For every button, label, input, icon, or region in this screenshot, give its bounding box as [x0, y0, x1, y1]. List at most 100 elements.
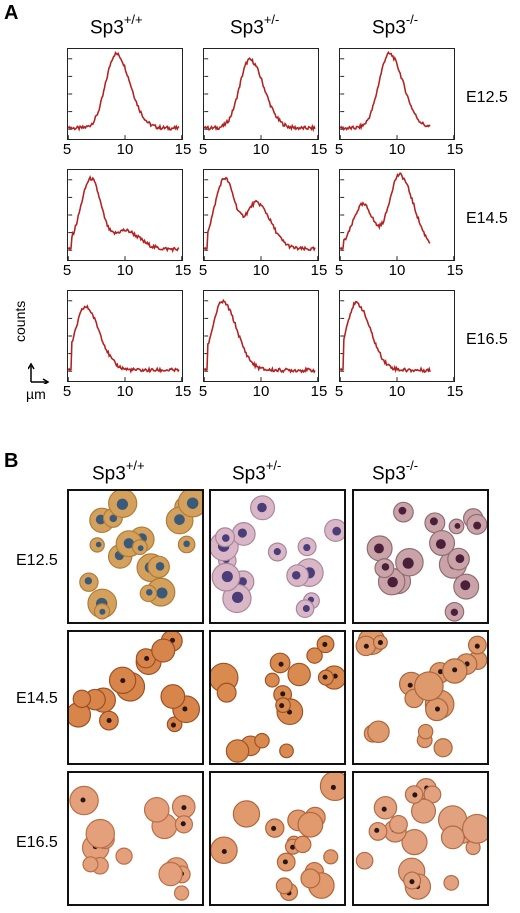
x-tick-label: 5 — [198, 141, 208, 158]
cell — [225, 739, 250, 763]
cell-nucleus — [409, 879, 415, 885]
cell — [443, 874, 460, 891]
cell — [160, 684, 186, 709]
x-tick-label: 10 — [116, 262, 134, 279]
genotype-header-a-het: Sp3+/- — [230, 12, 280, 39]
cell — [410, 798, 437, 824]
cell-nucleus — [280, 691, 286, 697]
histogram-trace — [203, 298, 316, 374]
x-tick-label: 10 — [252, 262, 270, 279]
micrograph-r1-c2 — [352, 630, 489, 765]
x-tick-label: 5 — [198, 383, 208, 400]
x-tick-label: 15 — [174, 141, 192, 158]
cell-nucleus — [271, 825, 277, 831]
micrograph-r1-c0 — [67, 630, 204, 765]
x-tick-label: 5 — [334, 262, 344, 279]
cell-nucleus — [237, 528, 247, 538]
cell-nucleus — [221, 848, 227, 855]
counts-axis-legend: counts — [12, 300, 28, 342]
x-tick-label: 10 — [252, 383, 270, 400]
cell — [389, 815, 408, 834]
cell-nucleus — [186, 497, 199, 509]
histogram-trace — [339, 300, 431, 374]
cell-nucleus — [170, 722, 176, 728]
histogram-E125-2 — [339, 48, 455, 140]
cell — [355, 851, 374, 870]
cell-nucleus — [387, 576, 398, 588]
cell — [417, 723, 434, 740]
axis-arrows-icon — [28, 362, 50, 384]
cell — [287, 662, 311, 687]
x-tick-label: 5 — [62, 141, 72, 158]
cell-nucleus — [412, 792, 418, 798]
micrograph-r0-c1 — [209, 489, 346, 624]
histogram-trace — [67, 304, 180, 374]
cell — [306, 647, 323, 664]
cell-nucleus — [429, 517, 438, 526]
cell-nucleus — [434, 706, 441, 712]
cell-nucleus — [183, 540, 190, 548]
cell-nucleus — [84, 577, 93, 585]
stage-label-b-e12: E12.5 — [16, 552, 58, 569]
cell — [433, 738, 453, 758]
x-tick-label: 15 — [446, 141, 464, 158]
cell-nucleus — [123, 538, 134, 549]
x-tick-label: 15 — [310, 383, 328, 400]
stage-label-b-e16: E16.5 — [16, 834, 58, 851]
cell — [72, 689, 92, 709]
cell-nucleus — [116, 498, 129, 510]
histogram-E145-1 — [203, 169, 319, 261]
genotype-header-b-ko: Sp3-/- — [372, 458, 419, 485]
histogram-E145-0 — [67, 169, 183, 261]
cell-nucleus — [156, 587, 168, 599]
micrograph-r2-c1 — [209, 771, 346, 906]
cell — [300, 868, 321, 889]
x-tick-label: 15 — [174, 383, 192, 400]
cell-nucleus — [80, 797, 86, 803]
x-tick-label: 10 — [116, 141, 134, 158]
cell-nucleus — [290, 844, 296, 850]
cell — [232, 800, 261, 828]
cell-nucleus — [182, 706, 188, 712]
cell-nucleus — [474, 643, 480, 649]
cell — [323, 849, 339, 865]
histogram-E165-1 — [203, 290, 319, 382]
micrograph-r2-c2 — [352, 771, 489, 906]
x-tick-label: 5 — [62, 262, 72, 279]
cell-nucleus — [181, 805, 187, 811]
cell — [401, 828, 428, 856]
cell — [143, 796, 170, 823]
genotype-header-a-wt: Sp3+/+ — [90, 12, 143, 39]
cell — [115, 847, 133, 865]
cell-nucleus — [273, 548, 281, 556]
stage-label-a-e16: E16.5 — [466, 331, 508, 348]
histogram-E125-1 — [203, 48, 319, 140]
cell-nucleus — [174, 514, 185, 525]
cell-nucleus — [363, 643, 369, 649]
histogram-trace — [339, 50, 431, 132]
cell-nucleus — [374, 543, 384, 554]
x-tick-label: 15 — [310, 262, 328, 279]
cell-nucleus — [452, 667, 458, 673]
cell-nucleus — [450, 608, 459, 616]
cell-nucleus — [99, 608, 106, 615]
um-axis-legend: µm — [26, 386, 46, 402]
histogram-E165-2 — [339, 290, 455, 382]
histogram-trace — [339, 171, 431, 251]
x-tick-label: 5 — [334, 383, 344, 400]
genotype-header-a-ko: Sp3-/- — [372, 12, 419, 39]
cell-nucleus — [95, 541, 102, 548]
histogram-trace — [203, 57, 316, 133]
x-tick-label: 5 — [198, 262, 208, 279]
cell — [367, 720, 390, 744]
cell-nucleus — [455, 554, 465, 564]
cell-nucleus — [303, 543, 311, 552]
micrograph-r0-c2 — [352, 489, 489, 624]
cell-nucleus — [145, 589, 153, 596]
cell-nucleus — [180, 821, 186, 827]
stage-label-a-e14: E14.5 — [466, 210, 508, 227]
x-tick-label: 15 — [446, 383, 464, 400]
cell-nucleus — [322, 641, 328, 647]
micrograph-r0-c0 — [67, 489, 204, 624]
cell-nucleus — [221, 571, 233, 583]
